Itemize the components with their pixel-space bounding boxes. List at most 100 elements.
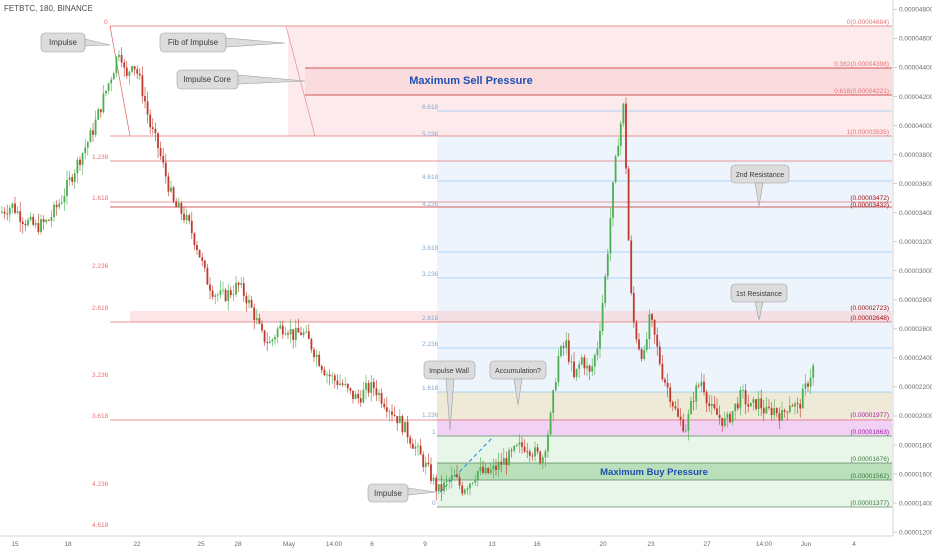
candle-body <box>440 484 443 492</box>
candle-body <box>591 366 594 372</box>
x-tick-label: 6 <box>370 541 374 548</box>
candle-body <box>612 182 614 218</box>
candle-body <box>42 219 45 222</box>
candle-body <box>250 299 253 308</box>
candle-body <box>24 223 27 226</box>
candle-body <box>614 156 617 183</box>
candle-body <box>29 216 32 220</box>
candle-body <box>518 442 521 445</box>
candle-body <box>110 79 113 84</box>
candle-body <box>123 62 126 68</box>
candle-body <box>92 130 94 135</box>
y-tick-label: 0.00002000 <box>899 413 932 420</box>
fib-right-1377: (0.00001377) <box>850 500 889 507</box>
fib-left-1618: 1.618 <box>92 195 109 202</box>
candle-body <box>375 388 378 396</box>
candle-body <box>448 480 451 482</box>
candle-body <box>422 454 425 468</box>
fib-right-3432: (0.00003432) <box>850 202 889 209</box>
callout-impulse-bottom: Impulse <box>367 483 437 503</box>
candle-body <box>393 414 396 417</box>
candle-body <box>640 349 643 359</box>
candle-body <box>151 127 154 129</box>
candle-body <box>567 340 570 362</box>
candle-body <box>47 220 50 221</box>
candle-body <box>131 66 133 72</box>
candle-body <box>276 328 279 338</box>
fib-right-labels: 0(0.00004684) 0.382(0.00004398) 0.618(0.… <box>834 19 889 507</box>
sell-pressure-title: Maximum Sell Pressure <box>409 75 533 87</box>
fib-right-2648: (0.00002648) <box>850 315 889 322</box>
candle-body <box>409 437 412 444</box>
candle-body <box>617 145 620 157</box>
candle-body <box>164 162 167 177</box>
candle-body <box>180 203 183 214</box>
candle-body <box>339 383 341 386</box>
sell-zone-core <box>305 68 892 95</box>
fib-mid-labels: 6.618 5.236 4.618 4.236 3.618 3.236 2.61… <box>422 104 439 507</box>
y-tick-label: 0.00003800 <box>899 152 932 159</box>
candle-body <box>125 67 128 76</box>
fib-lines <box>110 25 892 508</box>
candle-body <box>235 282 237 295</box>
candle-body <box>102 93 105 113</box>
fib-mid-1236: 1.236 <box>422 412 439 419</box>
candle-body <box>120 54 123 63</box>
candle-body <box>757 398 760 409</box>
candle-body <box>510 450 513 452</box>
candle-body <box>318 354 321 366</box>
candle-body <box>71 177 74 182</box>
candle-body <box>786 411 789 413</box>
candle-body <box>107 83 110 91</box>
candle-body <box>788 405 791 413</box>
candle-body <box>138 73 141 76</box>
candle-body <box>606 253 609 277</box>
fib-right-0: 0(0.00004684) <box>847 19 889 26</box>
fib-right-3472: (0.00003472) <box>850 195 889 202</box>
x-tick-label: 15 <box>11 541 19 548</box>
callout-accumulation-text: Accumulation? <box>495 368 541 375</box>
candle-body <box>801 388 804 409</box>
candle-body <box>227 290 230 301</box>
candle-body <box>201 257 204 261</box>
candle-body <box>274 337 276 340</box>
candle-body <box>133 66 136 70</box>
candle-body <box>237 282 240 285</box>
candle-body <box>804 383 807 389</box>
callout-impulse-core: Impulse Core <box>176 69 306 90</box>
candle-body <box>404 421 406 433</box>
candle-body <box>307 331 310 339</box>
candle-body <box>341 383 344 385</box>
buy-pressure-title: Maximum Buy Pressure <box>600 467 708 478</box>
candle-body <box>453 474 456 476</box>
candle-body <box>313 349 315 358</box>
candle-body <box>749 402 752 407</box>
candle-body <box>185 215 188 221</box>
candle-body <box>596 348 599 356</box>
candle-body <box>632 292 635 323</box>
pink-band <box>437 419 892 436</box>
candle-body <box>747 404 750 407</box>
candle-body <box>471 482 474 484</box>
candle-body <box>487 467 490 474</box>
candle-body <box>562 346 565 348</box>
candle-body <box>398 416 401 424</box>
candle-body <box>508 450 510 466</box>
candle-body <box>406 421 409 438</box>
candle-body <box>146 101 149 115</box>
x-tick-label: 18 <box>64 541 72 548</box>
candle-body <box>492 465 495 470</box>
candle-body <box>167 176 170 192</box>
candle-body <box>653 319 656 335</box>
candle-body <box>476 471 479 481</box>
x-tick-label: May <box>283 541 296 548</box>
fib-right-1977: (0.00001977) <box>850 412 889 419</box>
candle-body <box>687 414 690 431</box>
candle-body <box>479 467 482 472</box>
candle-body <box>523 446 526 452</box>
candle-body <box>320 365 323 370</box>
fib-left-0: 0 <box>104 19 108 26</box>
candle-body <box>331 375 334 377</box>
candle-body <box>258 318 261 324</box>
